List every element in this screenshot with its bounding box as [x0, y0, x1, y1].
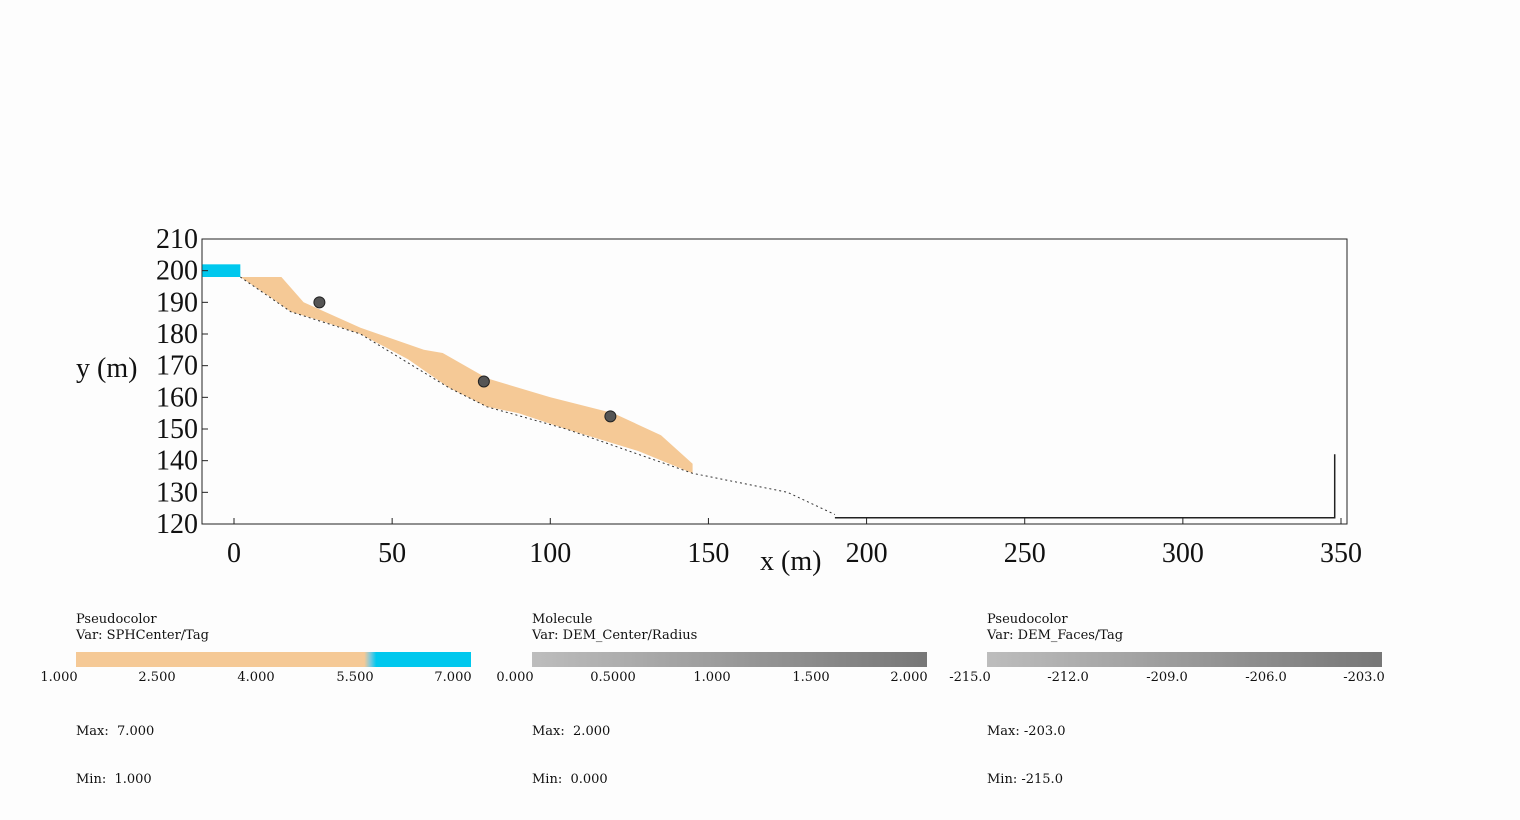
legend-variable: Var: SPHCenter/Tag: [76, 628, 209, 643]
colorbar-tick: 5.500: [336, 670, 374, 685]
colorbar-tick: 2.000: [890, 670, 928, 685]
y-tick-label: 180: [156, 319, 198, 350]
x-tick-label: 250: [1004, 538, 1046, 569]
x-tick-label: 200: [846, 538, 888, 569]
x-tick-label: 300: [1162, 538, 1204, 569]
y-tick-label: 140: [156, 446, 198, 477]
colorbar-tick: -209.0: [1146, 670, 1188, 685]
colorbar-tick: 1.000: [40, 670, 78, 685]
x-tick-label: 100: [529, 538, 571, 569]
colorbar-tick: 0.000: [496, 670, 534, 685]
legend-minmax: Max: -203.0 Min: -215.0: [987, 692, 1066, 820]
legend-max: Max: 7.000: [76, 724, 155, 739]
dem-particle: [313, 296, 326, 309]
terrain-dotted-line: [240, 276, 836, 515]
dem-particle: [604, 410, 617, 423]
x-axis-label: x (m): [760, 546, 821, 577]
legend-title: Molecule: [532, 612, 593, 627]
y-axis-label: y (m): [76, 353, 137, 384]
colorbar: [532, 652, 927, 667]
legend-title: Pseudocolor: [76, 612, 157, 627]
dem-particle: [477, 375, 490, 388]
x-tick-label: 0: [227, 538, 241, 569]
legend-max: Max: -203.0: [987, 724, 1066, 739]
colorbar-tick: -215.0: [949, 670, 991, 685]
y-tick-label: 190: [156, 287, 198, 318]
colorbar-tick: -203.0: [1343, 670, 1385, 685]
legend-minmax: Max: 7.000 Min: 1.000: [76, 692, 154, 820]
colorbar: [987, 652, 1382, 667]
y-tick-label: 200: [156, 256, 198, 287]
legend-min: Min: 0.000: [532, 772, 608, 787]
x-tick-label: 150: [687, 538, 729, 569]
colorbar: [76, 652, 471, 667]
colorbar-tick: 1.500: [792, 670, 830, 685]
colorbar-tick: 7.000: [434, 670, 472, 685]
colorbar-tick: 2.500: [138, 670, 176, 685]
terrain-solid-line: [834, 454, 1336, 519]
legend-sph-tag: Pseudocolor Var: SPHCenter/Tag 1.000 2.5…: [40, 612, 496, 787]
legend-title: Pseudocolor: [987, 612, 1068, 627]
y-tick-label: 150: [156, 414, 198, 445]
colorbar-tick: -206.0: [1245, 670, 1287, 685]
y-tick-label: 130: [156, 477, 198, 508]
x-tick-label: 350: [1320, 538, 1362, 569]
colorbar-ticks: -215.0 -212.0 -209.0 -206.0 -203.0: [949, 670, 1400, 688]
x-tick-label: 50: [378, 538, 406, 569]
sph-tag-block: [202, 264, 241, 277]
y-tick-label: 160: [156, 382, 198, 413]
legend-minmax: Max: 2.000 Min: 0.000: [532, 692, 610, 820]
legend-variable: Var: DEM_Center/Radius: [532, 628, 698, 643]
legend-dem-faces: Pseudocolor Var: DEM_Faces/Tag -215.0 -2…: [949, 612, 1407, 787]
legend-min: Min: -215.0: [987, 772, 1063, 787]
colorbar-tick: 1.000: [693, 670, 731, 685]
plot-frame: [201, 238, 1348, 525]
colorbar-tick: 4.000: [237, 670, 275, 685]
plot-area: 0 50 100 150 200 250 300 350 210200190180170160…: [76, 224, 1362, 577]
legend-variable: Var: DEM_Faces/Tag: [987, 628, 1124, 643]
y-tick-label: 170: [156, 351, 198, 382]
legend-max: Max: 2.000: [532, 724, 611, 739]
y-tick-label: 120: [156, 509, 198, 540]
colorbar-ticks: 1.000 2.500 4.000 5.500 7.000: [40, 670, 489, 688]
colorbar-ticks: 0.000 0.5000 1.000 1.500 2.000: [496, 670, 945, 688]
colorbar-tick: 0.5000: [590, 670, 636, 685]
legend-min: Min: 1.000: [76, 772, 152, 787]
colorbar-tick: -212.0: [1047, 670, 1089, 685]
y-tick-label: 210: [156, 224, 198, 255]
sph-material-region: [240, 277, 693, 474]
legend-dem-radius: Molecule Var: DEM_Center/Radius 0.000 0.…: [496, 612, 952, 787]
